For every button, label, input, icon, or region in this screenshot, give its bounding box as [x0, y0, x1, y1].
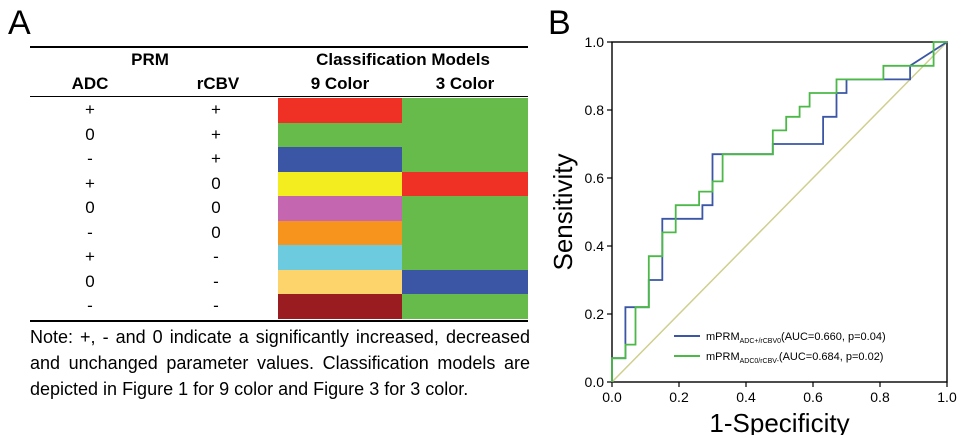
- nine-color-swatch: [278, 294, 402, 319]
- table-cell-rcbv: 0: [211, 198, 221, 217]
- table-cell-adc: -: [87, 296, 93, 315]
- table-cell-rcbv: -: [213, 296, 219, 315]
- three-color-swatch: [402, 294, 528, 319]
- table-top-rule: [30, 46, 528, 48]
- nine-color-swatch: [278, 196, 402, 221]
- nine-color-swatch: [278, 147, 402, 172]
- reference-line: [611, 41, 948, 383]
- plot-frame: [611, 41, 948, 383]
- nine-color-swatch: [278, 245, 402, 270]
- table-cell-adc: -: [87, 222, 93, 242]
- roc-series-line: [611, 41, 947, 382]
- table-cell-rcbv: +: [211, 149, 221, 168]
- table-cell-adc: 0: [85, 124, 95, 144]
- table-cell-adc: -: [87, 149, 93, 168]
- x-axis-label: 1-Specificity: [709, 408, 849, 435]
- nine-color-swatch: [278, 98, 402, 123]
- table-cell-rcbv: -: [213, 271, 219, 291]
- table-cell-rcbv: 0: [211, 222, 221, 242]
- x-tick-label: 0.6: [803, 389, 823, 405]
- adc-column-header: ADC: [71, 74, 109, 93]
- three-color-swatch: [402, 269, 528, 295]
- nine-color-swatch: [278, 122, 402, 148]
- table-cell-adc: +: [85, 173, 95, 193]
- table-cell-adc: 0: [85, 198, 95, 217]
- prm-group-header: PRM: [131, 50, 169, 69]
- rcbv-column-header: rCBV: [196, 74, 240, 93]
- table-cell-rcbv: 0: [211, 173, 221, 193]
- nine-color-swatch: [278, 220, 402, 246]
- table-note: Note: +, - and 0 indicate a significantl…: [30, 327, 530, 399]
- legend-label: mPRMADC+/rCBV0(AUC=0.660, p=0.04): [706, 331, 886, 345]
- x-tick-label: 0.2: [669, 389, 689, 405]
- x-tick-label: 0.8: [870, 389, 890, 405]
- table-cell-rcbv: -: [213, 247, 219, 266]
- three-color-swatch: [402, 122, 528, 148]
- x-tick-label: 0.4: [736, 389, 756, 405]
- legend-label: mPRMADC0/rCBV-(AUC=0.684, p=0.02): [706, 351, 883, 365]
- y-tick-label: 0.0: [585, 374, 605, 390]
- nine-color-swatch: [278, 269, 402, 295]
- three-color-swatch: [402, 98, 528, 123]
- three-color-swatch: [402, 171, 528, 197]
- nine-color-swatch: [278, 171, 402, 197]
- table-cell-adc: +: [85, 247, 95, 266]
- y-axis-label: Sensitivity: [548, 153, 578, 270]
- table-cell-adc: +: [85, 100, 95, 119]
- y-tick-label: 0.8: [585, 102, 605, 118]
- roc-chart: 0.0 0.2 0.4 0.6 0.8 1.0 0.0 0.2 0.4 0.6 0.8 1.0 1-Sp…: [548, 34, 957, 435]
- table-cell-rcbv: +: [211, 124, 221, 144]
- panel-b-letter: B: [548, 4, 571, 42]
- y-tick-label: 0.2: [585, 306, 605, 322]
- panel-a-letter: A: [8, 4, 31, 42]
- table-cell-adc: 0: [85, 271, 95, 291]
- y-tick-label: 0.6: [585, 170, 605, 186]
- models-group-header: Classification Models: [316, 50, 490, 69]
- table-bottom-rule: [30, 320, 528, 322]
- three-color-swatch: [402, 245, 528, 270]
- table-cell-rcbv: +: [211, 100, 221, 119]
- y-tick-label: 0.4: [585, 238, 605, 254]
- x-tick-label: 1.0: [937, 389, 957, 405]
- three-color-column-header: 3 Color: [435, 74, 495, 93]
- three-color-swatch: [402, 147, 528, 172]
- x-tick-label: 0.0: [602, 389, 622, 405]
- three-color-swatch: [402, 196, 528, 221]
- three-color-swatch: [402, 220, 528, 246]
- y-tick-label: 1.0: [585, 34, 605, 50]
- nine-color-column-header: 9 Color: [310, 74, 370, 93]
- table-header-rule: [30, 96, 528, 97]
